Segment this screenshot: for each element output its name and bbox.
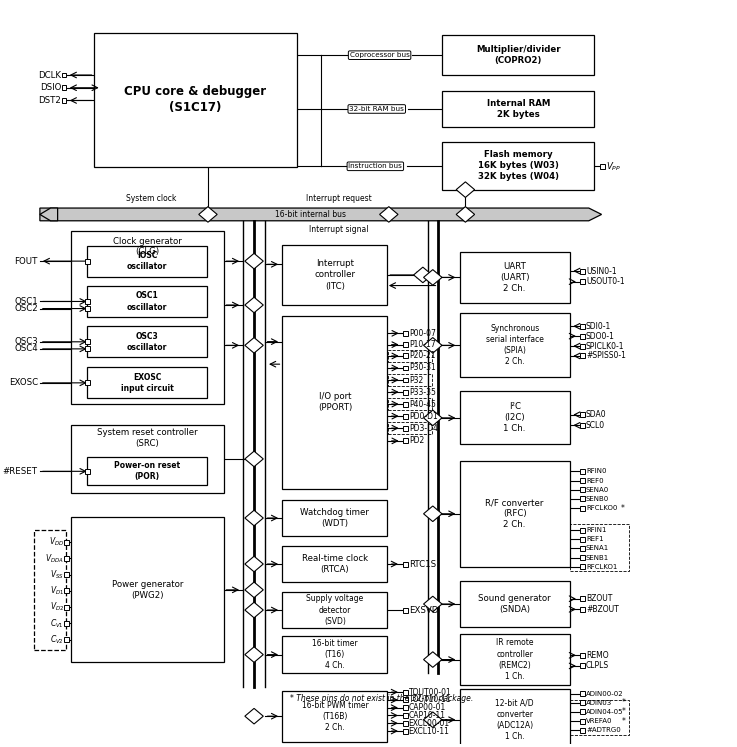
Text: P10-17: P10-17	[409, 340, 436, 349]
Bar	[402, 698, 408, 702]
Polygon shape	[424, 712, 442, 728]
Text: SENB0: SENB0	[586, 496, 609, 502]
Bar	[402, 426, 408, 430]
Bar	[402, 342, 408, 347]
Bar	[580, 412, 585, 417]
Text: REF0: REF0	[586, 477, 604, 483]
Bar	[282, 316, 388, 489]
Bar	[34, 530, 66, 651]
Text: ADIN03: ADIN03	[586, 700, 612, 706]
Bar	[402, 390, 408, 394]
Bar	[402, 353, 408, 359]
Bar	[580, 497, 585, 501]
Polygon shape	[245, 647, 263, 663]
Text: RFIN1: RFIN1	[586, 527, 607, 533]
Polygon shape	[456, 207, 475, 222]
Text: Watchdog timer
(WDT): Watchdog timer (WDT)	[301, 508, 369, 528]
Bar	[580, 334, 585, 338]
Bar	[460, 314, 570, 377]
Bar	[282, 636, 388, 673]
Text: P30-31: P30-31	[409, 364, 436, 373]
Text: $V_{D1}$: $V_{D1}$	[50, 585, 64, 597]
Polygon shape	[424, 596, 442, 612]
Text: P33-35: P33-35	[409, 388, 436, 397]
Text: Sound generator
(SNDA): Sound generator (SNDA)	[478, 594, 551, 614]
Text: DSIO: DSIO	[40, 83, 61, 92]
Text: OSC4: OSC4	[14, 344, 38, 353]
Text: CAP00-01: CAP00-01	[408, 703, 446, 712]
Bar	[580, 728, 585, 733]
Text: EXSVD: EXSVD	[408, 606, 438, 615]
Bar	[388, 398, 432, 410]
Bar	[282, 545, 388, 583]
Polygon shape	[424, 506, 442, 521]
Bar	[63, 589, 69, 593]
Bar	[580, 423, 585, 428]
Text: FOUT: FOUT	[15, 257, 38, 266]
Bar	[402, 377, 408, 382]
Text: $V_{DD}$: $V_{DD}$	[49, 536, 64, 548]
Bar	[580, 279, 585, 284]
Bar	[402, 365, 408, 371]
Text: Multiplier/divider
(COPRO2): Multiplier/divider (COPRO2)	[476, 45, 561, 65]
Text: Interrupt signal: Interrupt signal	[310, 226, 369, 235]
Bar	[85, 306, 90, 311]
Text: $V_{PP}$: $V_{PP}$	[606, 160, 621, 173]
Bar	[388, 350, 432, 362]
Bar	[71, 231, 223, 404]
Text: IR remote
controller
(REMC2)
1 Ch.: IR remote controller (REMC2) 1 Ch.	[496, 639, 534, 681]
Text: SDO0-1: SDO0-1	[586, 332, 615, 341]
Text: I²C
(I2C)
1 Ch.: I²C (I2C) 1 Ch.	[503, 403, 526, 433]
Bar	[580, 537, 585, 542]
Text: DCLK: DCLK	[38, 70, 61, 79]
Text: PD3-D4: PD3-D4	[409, 424, 439, 433]
Bar	[580, 653, 585, 658]
Text: I/O port
(PPORT): I/O port (PPORT)	[318, 392, 352, 412]
Text: 16-bit PWM timer
(T16B)
2 Ch.: 16-bit PWM timer (T16B) 2 Ch.	[301, 701, 368, 732]
Text: 32-bit RAM bus: 32-bit RAM bus	[349, 106, 404, 112]
Bar	[580, 527, 585, 533]
Bar	[580, 691, 585, 696]
Text: REF1: REF1	[586, 536, 604, 542]
Text: R/F converter
(RFC)
2 Ch.: R/F converter (RFC) 2 Ch.	[486, 498, 544, 530]
Polygon shape	[245, 297, 263, 313]
Bar	[402, 705, 408, 710]
Bar	[61, 85, 66, 90]
Bar	[85, 299, 90, 304]
Bar	[402, 331, 408, 336]
Bar	[442, 91, 595, 127]
Text: 16-bit timer
(T16)
4 Ch.: 16-bit timer (T16) 4 Ch.	[312, 639, 357, 670]
Text: Real-time clock
(RTCA): Real-time clock (RTCA)	[302, 554, 368, 574]
Text: PD2: PD2	[409, 436, 425, 445]
Text: RFIN0: RFIN0	[586, 468, 607, 474]
Bar	[71, 518, 223, 663]
Text: #ADTRG0: #ADTRG0	[586, 728, 621, 734]
Bar	[580, 719, 585, 724]
Text: #BZOUT: #BZOUT	[586, 605, 618, 614]
Text: Instruction bus: Instruction bus	[349, 164, 402, 170]
Text: *: *	[621, 707, 625, 716]
Bar	[85, 339, 90, 344]
Text: #RESET: #RESET	[3, 467, 38, 476]
Bar	[63, 556, 69, 561]
Text: $V_{D2}$: $V_{D2}$	[50, 601, 64, 613]
Bar	[88, 246, 206, 276]
Bar	[460, 252, 570, 303]
Text: *: *	[621, 716, 625, 725]
Bar	[460, 581, 570, 627]
Text: EXCL10-11: EXCL10-11	[408, 727, 450, 736]
Bar	[402, 438, 408, 444]
Bar	[402, 414, 408, 418]
Text: ADIN04-05: ADIN04-05	[586, 709, 624, 715]
Text: Supply voltage
detector
(SVD): Supply voltage detector (SVD)	[307, 595, 363, 626]
Text: Interrupt request: Interrupt request	[307, 194, 372, 203]
Text: BZOUT: BZOUT	[586, 594, 612, 603]
Bar	[580, 506, 585, 511]
Text: IOSC
oscillator: IOSC oscillator	[127, 251, 167, 271]
Text: Power generator
(PWG2): Power generator (PWG2)	[111, 580, 183, 600]
Bar	[63, 539, 69, 545]
Text: USOUT0-1: USOUT0-1	[586, 277, 624, 286]
Bar	[580, 344, 585, 349]
Text: System clock: System clock	[126, 194, 176, 203]
Text: $V_{SS}$: $V_{SS}$	[50, 568, 64, 581]
